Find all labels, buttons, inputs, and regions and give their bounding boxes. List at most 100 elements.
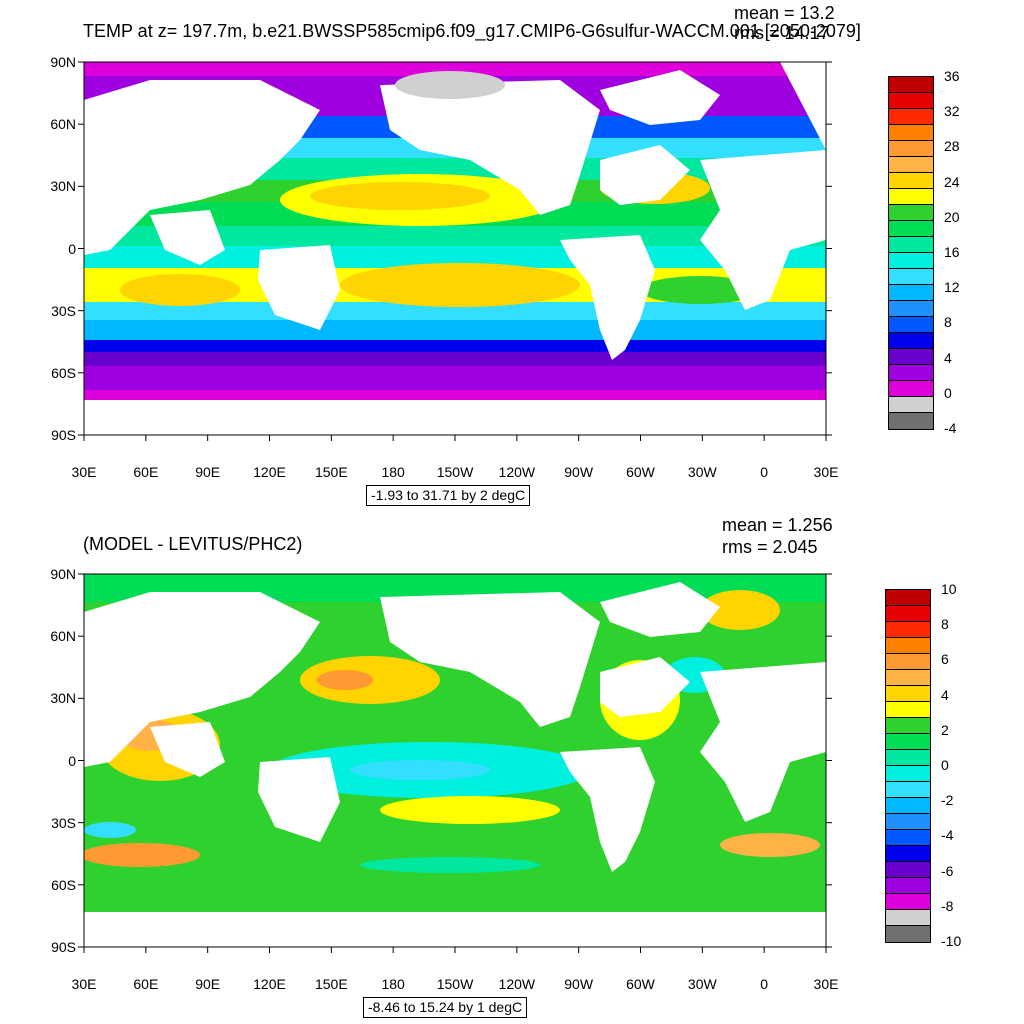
colorbar-tick-label: 0 [941, 757, 949, 773]
contour-range-label: -1.93 to 31.71 by 2 degC [366, 485, 531, 507]
lat-label: 30N [50, 690, 76, 707]
lon-label: 60E [133, 464, 159, 480]
colorbar-tick-label: 8 [944, 314, 952, 331]
colorbar-swatch [886, 926, 930, 942]
colorbar-swatch [886, 606, 930, 622]
lon-label: 120E [253, 464, 286, 480]
lat-label: 0 [68, 752, 76, 769]
colorbar-tick-label: 4 [941, 686, 949, 703]
lon-label: 60W [626, 976, 655, 992]
lon-label: 90W [564, 976, 594, 992]
lon-label: 60W [626, 464, 655, 480]
colorbar-tick-label: 32 [944, 103, 960, 120]
colorbar-swatch [886, 766, 930, 782]
lon-label: 60E [133, 976, 159, 992]
colorbar-swatch [886, 782, 930, 798]
mean-stat: mean = 1.256 [722, 515, 833, 535]
lon-label: 0 [760, 464, 769, 480]
anomaly-field-bottom [84, 574, 826, 947]
colorbar-swatch [889, 317, 933, 333]
lon-label: 30E [813, 464, 839, 480]
colorbar-swatch [886, 894, 930, 910]
colorbar-swatch [886, 862, 930, 878]
lon-label: 120W [498, 464, 536, 480]
colorbar-swatch [886, 590, 930, 606]
ocean-field-top [84, 62, 826, 435]
lon-label: 30E [813, 976, 839, 992]
lon-label: 180 [381, 976, 405, 992]
colorbar-swatch [889, 253, 933, 269]
colorbar-tick-label: -8 [941, 897, 954, 914]
lon-label: 90W [564, 464, 594, 480]
colorbar-swatch [886, 750, 930, 766]
colorbar-swatch [886, 814, 930, 830]
colorbar-swatch [886, 830, 930, 846]
lon-label: 0 [760, 976, 769, 992]
lon-label: 120W [498, 976, 536, 992]
colorbar-tick-label: 12 [944, 279, 960, 296]
lon-label: 150E [314, 464, 348, 480]
land-top [84, 62, 826, 435]
lon-label: 30E [71, 976, 97, 992]
colorbar [885, 589, 931, 943]
lon-label: 150W [436, 464, 474, 480]
colorbar-swatch [886, 798, 930, 814]
lat-label: 90S [51, 427, 76, 443]
colorbar-tick-label: -6 [941, 862, 954, 879]
contour-range-label: -8.46 to 15.24 by 1 degC [363, 997, 528, 1019]
colorbar-swatch [889, 77, 933, 93]
colorbar-swatch [889, 125, 933, 141]
colorbar-tick-label: -4 [941, 827, 954, 844]
rms-stat: rms = 14.17 [734, 23, 830, 43]
lat-label: 90N [50, 566, 76, 582]
colorbar-tick-label: -2 [941, 792, 954, 809]
colorbar-tick-label: 28 [944, 138, 960, 155]
lat-label: 90N [50, 54, 76, 70]
lon-label: 30W [687, 976, 717, 992]
colorbar-swatch [886, 910, 930, 926]
colorbar-tick-label: -10 [941, 933, 962, 949]
lon-label: 90E [195, 976, 221, 992]
colorbar-swatch [889, 381, 933, 397]
lat-label: 60N [50, 116, 76, 133]
colorbar-tick-label: 0 [944, 384, 952, 401]
land-bottom [84, 582, 826, 947]
colorbar-swatch [889, 173, 933, 189]
colorbar-tick-label: 8 [941, 616, 949, 633]
colorbar-swatch [886, 702, 930, 718]
lat-label: 30S [51, 814, 76, 831]
lat-label: 90S [51, 939, 76, 955]
colorbar-swatch [889, 301, 933, 317]
lat-label: 60S [51, 364, 76, 381]
lat-label: 30N [50, 178, 76, 195]
colorbar-tick-label: 10 [941, 581, 957, 597]
colorbar-swatch [889, 189, 933, 205]
lon-label: 150W [436, 976, 474, 992]
colorbar-tick-label: -4 [944, 420, 957, 436]
colorbar-swatch [889, 157, 933, 173]
rms-stat: rms = 2.045 [722, 537, 818, 557]
colorbar-swatch [886, 734, 930, 750]
lat-label: 30S [51, 302, 76, 319]
colorbar-swatch [889, 205, 933, 221]
colorbar-swatch [889, 269, 933, 285]
colorbar-swatch [889, 397, 933, 413]
lat-label: 0 [68, 240, 76, 257]
colorbar-swatch [886, 622, 930, 638]
colorbar-swatch [889, 141, 933, 157]
lon-label: 180 [381, 464, 405, 480]
colorbar-tick-label: 36 [944, 68, 960, 84]
colorbar-swatch [886, 878, 930, 894]
lon-label: 120E [253, 976, 286, 992]
lat-label: 60S [51, 876, 76, 893]
colorbar-swatch [889, 365, 933, 381]
mean-stat: mean = 13.2 [734, 3, 835, 23]
lat-label: 60N [50, 628, 76, 645]
panel-title: TEMP at z= 197.7m, b.e21.BWSSP585cmip6.f… [83, 21, 861, 41]
colorbar-tick-label: 24 [944, 173, 960, 190]
colorbar-swatch [889, 237, 933, 253]
colorbar-swatch [886, 654, 930, 670]
colorbar-swatch [889, 109, 933, 125]
